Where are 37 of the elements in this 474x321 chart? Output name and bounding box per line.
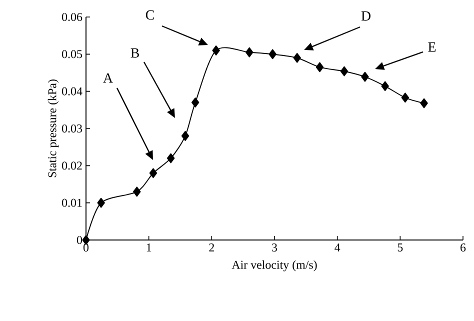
point	[420, 98, 428, 108]
point	[181, 130, 190, 141]
y-tick-label: 0.01	[62, 198, 82, 207]
x-tick-label: 1	[146, 244, 152, 252]
x-tick-label: 4	[334, 244, 340, 252]
annotation: B	[130, 48, 139, 58]
x-axis-title: Air velocity (m/s)	[232, 260, 317, 272]
point	[97, 198, 105, 208]
annotation: C	[146, 10, 154, 20]
y-tick-label: 0.04	[62, 87, 82, 96]
point	[133, 186, 141, 197]
point	[212, 45, 220, 56]
y-axis-title: Static pressure (kPa)	[48, 80, 59, 178]
x-tick-label: 3	[272, 244, 278, 252]
point	[316, 62, 324, 72]
annotation: E	[428, 42, 436, 52]
point	[268, 49, 276, 60]
x-tick-label: 6	[460, 244, 466, 252]
point	[82, 235, 90, 245]
y-tick-label: 0.06	[62, 12, 82, 22]
point	[246, 47, 254, 58]
y-tick-label: 0.05	[62, 50, 82, 58]
y-tick-label: 0.03	[62, 124, 82, 133]
point	[340, 66, 348, 76]
y-tick-label: 0.02	[62, 162, 82, 170]
point	[191, 98, 200, 108]
point	[361, 72, 369, 82]
y-tick-label: 0	[76, 236, 82, 244]
annotation: D	[361, 11, 370, 21]
point	[293, 52, 301, 63]
point	[149, 168, 158, 178]
x-tick-label: 5	[398, 244, 403, 252]
point	[166, 153, 175, 164]
point	[401, 92, 410, 103]
x-tick-label: 2	[209, 244, 214, 252]
annotation: A	[103, 73, 113, 83]
point	[381, 81, 389, 92]
